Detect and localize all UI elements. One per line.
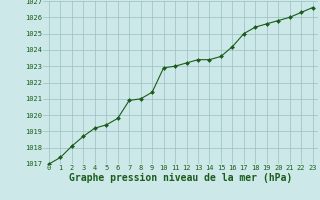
X-axis label: Graphe pression niveau de la mer (hPa): Graphe pression niveau de la mer (hPa) (69, 173, 292, 183)
